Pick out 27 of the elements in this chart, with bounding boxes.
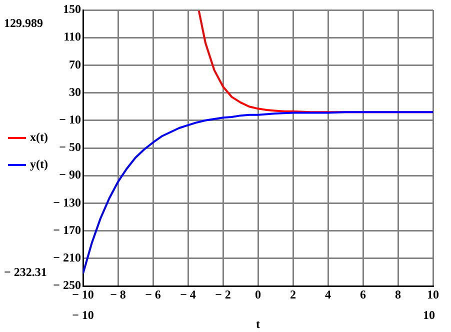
x-tick-label: − 4 <box>180 287 196 302</box>
x-tick-label: 0 <box>255 287 261 302</box>
x-tick-label: 4 <box>325 287 331 302</box>
x-axis-title: t <box>256 316 260 331</box>
y-tick-label: − 170 <box>53 222 81 237</box>
x-tick-label: 6 <box>360 287 366 302</box>
y-tick-label: 30 <box>69 84 81 99</box>
legend-label: y(t) <box>30 157 48 172</box>
y-tick-label: 150 <box>63 2 81 16</box>
x-tick-label: − 2 <box>215 287 231 302</box>
x-tick-label: 10 <box>427 287 439 302</box>
x-tick-label: 8 <box>395 287 401 302</box>
text: 129.989 <box>4 16 43 30</box>
y-tick-label: 110 <box>64 30 81 44</box>
x-tick-label: − 8 <box>110 287 126 302</box>
y-tick-label: − 130 <box>53 195 81 210</box>
x-tick-label: − 6 <box>145 287 161 302</box>
x-tick-label: 2 <box>290 287 296 302</box>
text: − 232.31 <box>4 265 47 280</box>
text: 10 <box>423 308 435 322</box>
y-tick-label: − 210 <box>53 250 81 264</box>
y-tick-label: 70 <box>69 57 81 72</box>
y-tick-label: − 90 <box>59 168 81 182</box>
y-tick-label: − 10 <box>59 112 81 126</box>
y-tick-label: − 250 <box>53 278 81 292</box>
y-tick-label: − 50 <box>59 140 81 154</box>
legend-label: x(t) <box>30 130 48 144</box>
